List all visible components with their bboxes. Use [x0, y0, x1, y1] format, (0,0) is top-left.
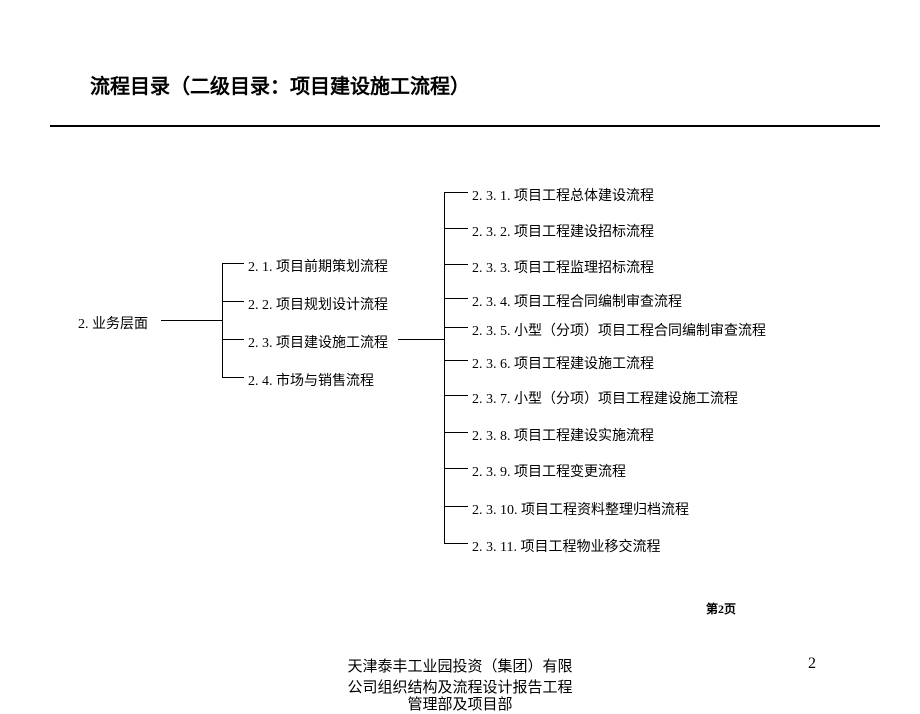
tree-node-l2-0: 2. 1. 项目前期策划流程	[248, 256, 388, 276]
connector-line	[444, 395, 468, 396]
footer-page-number: 2	[808, 655, 816, 673]
connector-line	[444, 228, 468, 229]
connector-line	[222, 263, 223, 378]
connector-line	[444, 298, 468, 299]
tree-node-l2-3: 2. 4. 市场与销售流程	[248, 370, 374, 390]
tree-node-l3-6: 2. 3. 7. 小型（分项）项目工程建设施工流程	[472, 388, 738, 408]
connector-line	[222, 263, 244, 264]
connector-line	[444, 192, 445, 544]
connector-line	[222, 377, 244, 378]
tree-node-l3-7: 2. 3. 8. 项目工程建设实施流程	[472, 425, 654, 445]
tree-node-l3-8: 2. 3. 9. 项目工程变更流程	[472, 461, 626, 481]
connector-line	[398, 339, 444, 340]
tree-node-l3-5: 2. 3. 6. 项目工程建设施工流程	[472, 353, 654, 373]
tree-node-l3-1: 2. 3. 2. 项目工程建设招标流程	[472, 221, 654, 241]
footer-line-3: 管理部及项目部	[0, 693, 920, 714]
page-number-label: 第2页	[706, 600, 736, 617]
title-divider	[50, 125, 880, 127]
tree-node-l3-4: 2. 3. 5. 小型（分项）项目工程合同编制审查流程	[472, 320, 766, 340]
connector-line	[222, 339, 244, 340]
footer-line-1: 天津泰丰工业园投资（集团）有限	[0, 655, 920, 676]
connector-line	[161, 320, 222, 321]
tree-node-l3-0: 2. 3. 1. 项目工程总体建设流程	[472, 185, 654, 205]
connector-line	[444, 360, 468, 361]
connector-line	[444, 264, 468, 265]
tree-node-l3-2: 2. 3. 3. 项目工程监理招标流程	[472, 257, 654, 277]
page-title: 流程目录（二级目录：项目建设施工流程）	[90, 70, 470, 99]
tree-node-l2-2: 2. 3. 项目建设施工流程	[248, 332, 388, 352]
connector-line	[444, 327, 468, 328]
tree-root: 2. 业务层面	[78, 313, 148, 333]
connector-line	[444, 192, 468, 193]
connector-line	[444, 432, 468, 433]
tree-node-l3-3: 2. 3. 4. 项目工程合同编制审查流程	[472, 291, 682, 311]
connector-line	[444, 506, 468, 507]
connector-line	[444, 468, 468, 469]
connector-line	[444, 543, 468, 544]
connector-line	[222, 301, 244, 302]
tree-node-l2-1: 2. 2. 项目规划设计流程	[248, 294, 388, 314]
tree-node-l3-10: 2. 3. 11. 项目工程物业移交流程	[472, 536, 660, 556]
tree-node-l3-9: 2. 3. 10. 项目工程资料整理归档流程	[472, 499, 689, 519]
